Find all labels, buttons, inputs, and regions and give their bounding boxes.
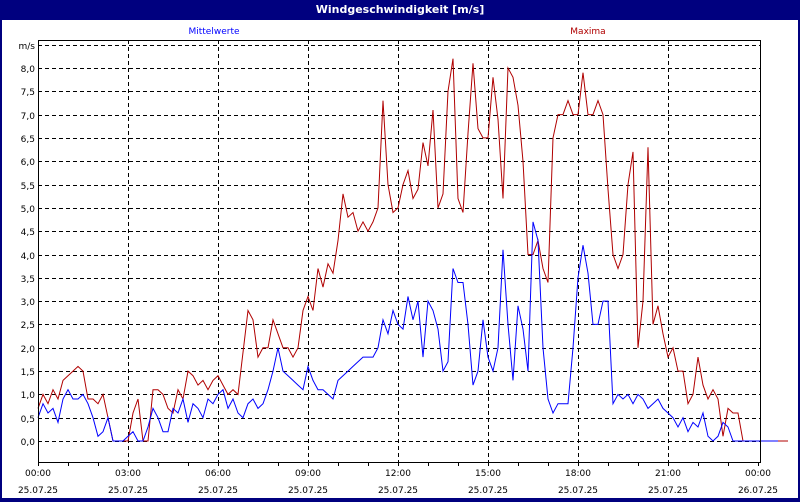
y-tick-label: 4,0 [21,252,36,262]
y-tick-label: 8,0 [21,65,36,75]
grid-lines [38,40,760,466]
y-unit-label: m/s [19,42,36,52]
y-axis-labels: 0,0 0,5 1,0 1,5 2,0 2,5 3,0 3,5 4,0 4,5 5,0 5,5 6,0 6… [19,42,36,448]
legend-maxima: Maxima [570,27,605,37]
x-tick-date: 25.07.25 [198,486,238,496]
y-tick-label: 6,5 [21,135,35,145]
x-tick-time: 09:00 [295,469,321,479]
data-series [37,58,788,442]
y-tick-label: 7,5 [21,88,35,98]
y-tick-label: 5,5 [21,182,35,192]
y-tick-label: 1,5 [21,368,35,378]
x-tick-date: 26.07.25 [738,486,778,496]
x-tick-time: 15:00 [475,469,501,479]
x-tick-time: 00:00 [25,469,51,479]
y-tick-label: 3,0 [21,298,36,308]
y-tick-label: 2,5 [21,321,35,331]
x-tick-date: 25.07.25 [468,486,508,496]
y-tick-label: 5,0 [21,205,36,215]
x-tick-time: 03:00 [115,469,141,479]
line-chart: 0,0 0,5 1,0 1,5 2,0 2,5 3,0 3,5 4,0 4,5 5,0 5,5 6,0 6… [18,27,788,496]
x-tick-date: 25.07.25 [378,486,418,496]
x-tick-date: 25.07.25 [288,486,328,496]
chart-canvas: 0,0 0,5 1,0 1,5 2,0 2,5 3,0 3,5 4,0 4,5 5,0 5,5 6,0 6… [2,20,798,498]
chart-title: Windgeschwindigkeit [m/s] [315,3,485,16]
y-tick-label: 2,0 [21,345,36,355]
y-tick-label: 0,0 [21,438,36,448]
y-tick-label: 6,0 [21,158,36,168]
y-tick-label: 1,0 [21,391,36,401]
x-tick-time: 06:00 [205,469,231,479]
legend-mittelwerte: Mittelwerte [188,27,239,37]
y-tick-label: 0,5 [21,415,35,425]
y-tick-label: 7,0 [21,112,36,122]
series-maxima-line [37,58,788,442]
x-tick-time: 12:00 [385,469,411,479]
y-tick-label: 4,5 [21,228,35,238]
series-mittelwerte-line [37,221,778,442]
x-tick-time: 21:00 [655,469,681,479]
x-tick-time: 18:00 [565,469,591,479]
x-tick-date: 25.07.25 [18,486,58,496]
x-tick-date: 25.07.25 [108,486,148,496]
y-tick-label: 3,5 [21,275,35,285]
x-tick-time: 00:00 [745,469,771,479]
x-tick-date: 25.07.25 [648,486,688,496]
x-tick-date: 25.07.25 [558,486,598,496]
plot-area-border [38,40,761,463]
x-axis-labels: 00:00 25.07.25 03:00 25.07.25 06:00 25.07.25 0… [18,469,778,496]
